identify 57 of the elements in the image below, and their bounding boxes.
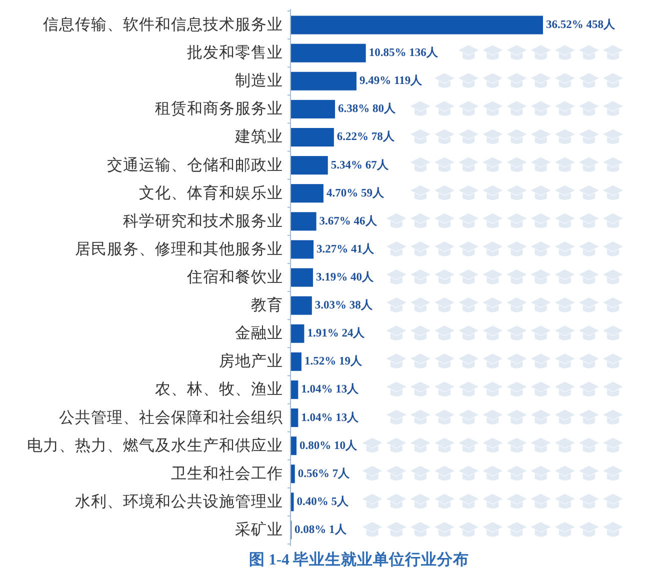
bar	[291, 212, 316, 231]
bar	[291, 324, 304, 343]
y-tick-label: 建筑业	[234, 128, 283, 146]
y-tick-label: 批发和零售业	[187, 44, 283, 62]
data-label: 1.04% 13人	[301, 382, 360, 396]
bar	[291, 380, 298, 399]
y-tick-label: 水利、环境和公共设施管理业	[75, 492, 283, 510]
bar	[291, 184, 324, 203]
y-tick-label: 住宿和餐饮业	[186, 268, 283, 286]
bar	[291, 268, 314, 287]
data-label: 5.34% 67人	[330, 158, 390, 172]
text: 图 1-4 毕业生就业单位行业分布	[248, 550, 470, 568]
bar	[291, 240, 314, 259]
y-tick-label: 农、林、牧、渔业	[155, 380, 283, 398]
bar	[291, 436, 296, 456]
data-label: 1.91% 24人	[307, 326, 366, 340]
data-label: 4.70% 59人	[326, 186, 386, 200]
data-label: 3.03% 38人	[314, 298, 374, 312]
y-tick-label: 租赁和商务服务业	[155, 100, 283, 118]
y-tick-label: 教育	[251, 296, 283, 314]
data-label: 3.67% 46人	[319, 214, 378, 228]
bar	[291, 296, 312, 315]
y-tick-label: 卫生和社会工作	[171, 464, 283, 482]
bar	[291, 128, 334, 146]
bar	[291, 352, 302, 371]
bar	[291, 72, 356, 90]
data-label: 3.27% 41人	[316, 242, 376, 256]
y-tick-label: 采矿业	[235, 520, 283, 538]
bar	[291, 408, 298, 428]
data-label: 6.22% 78人	[336, 130, 396, 144]
y-tick-label: 交通运输、仓储和邮政业	[107, 156, 283, 174]
data-label: 6.38% 80人	[338, 102, 398, 116]
y-tick-label: 房地产业	[219, 352, 283, 370]
data-label: 10.85% 136人	[368, 46, 440, 60]
data-label: 1.04% 13人	[301, 410, 360, 424]
data-label: 0.80% 10人	[300, 438, 358, 452]
y-tick-label: 科学研究和技术服务业	[123, 212, 283, 230]
y-tick-label: 居民服务、修理和其他服务业	[75, 240, 283, 258]
bar	[291, 100, 336, 118]
y-tick-label: 文化、体育和娱乐业	[139, 184, 283, 202]
y-tick-label: 信息传输、软件和信息技术服务业	[43, 16, 283, 34]
y-tick-label: 金融业	[235, 324, 283, 342]
data-label: 3.19% 40人	[316, 270, 376, 284]
bar	[291, 156, 328, 175]
y-tick-label: 制造业	[235, 72, 283, 90]
data-label: 1.52% 19人	[304, 354, 364, 368]
data-label: 0.40% 5人	[296, 494, 350, 508]
data-label: 0.56% 7人	[298, 466, 352, 480]
bar	[291, 44, 366, 62]
bar	[291, 492, 294, 512]
data-label: 0.08% 1人	[294, 522, 348, 536]
data-label: 36.52% 458人	[546, 18, 616, 32]
data-label: 9.49% 119人	[359, 74, 424, 88]
bar	[291, 16, 543, 34]
y-tick-label: 公共管理、社会保障和社会组织	[59, 408, 283, 426]
y-tick-label: 电力、热力、燃气及水生产和供应业	[27, 436, 283, 454]
bar	[291, 464, 295, 484]
